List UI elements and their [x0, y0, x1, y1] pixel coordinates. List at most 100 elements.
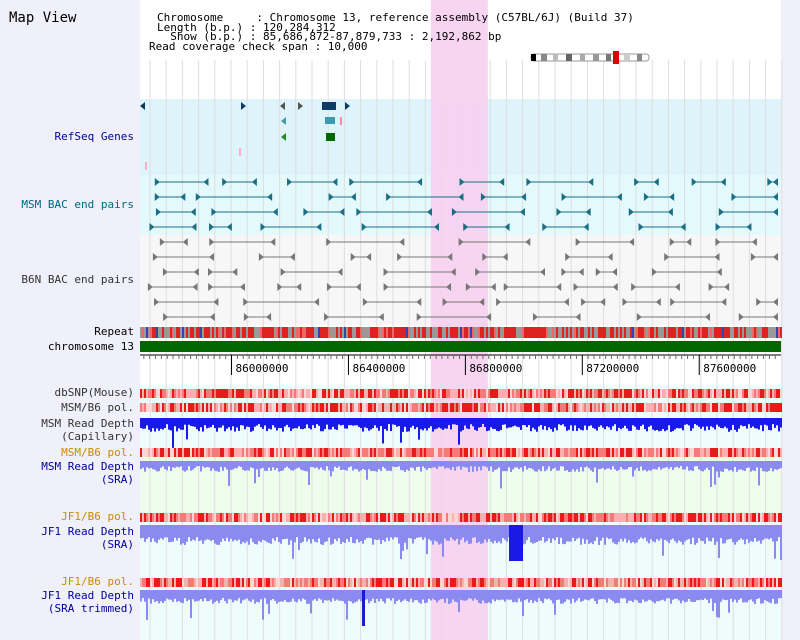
repeat-segment [640, 327, 642, 338]
jf1-b6-pol-heat-2 [576, 578, 578, 587]
repeat-segment [578, 327, 580, 338]
b6n-bac-pair-end [450, 268, 456, 276]
msm-b6-pol-heat [346, 403, 348, 412]
msm-capillary-depth [216, 418, 218, 432]
repeat-segment [776, 327, 778, 338]
msm-b6-pol-heat-2 [360, 448, 362, 457]
msm-b6-pol-heat-2 [690, 448, 692, 457]
jf1-sra-depth [334, 525, 336, 540]
label-sra-trimmed[interactable]: (SRA trimmed) [47, 602, 134, 615]
jf1-sra-depth [228, 525, 230, 542]
msm-b6-pol-heat-2 [594, 448, 596, 457]
msm-sra-depth [756, 461, 758, 468]
msm-b6-pol-heat-2 [644, 448, 646, 457]
msm-bac-pair-end [731, 193, 737, 201]
msm-b6-pol-heat-2 [402, 448, 404, 457]
jf1-b6-pol-heat-2 [392, 578, 394, 587]
msm-capillary-depth [166, 418, 168, 425]
msm-b6-pol-heat [410, 403, 412, 412]
jf1-trimmed-depth [496, 590, 498, 600]
msm-capillary-depth [572, 418, 574, 431]
refseq-gene-features[interactable] [140, 102, 350, 170]
repeat-segment [516, 327, 518, 338]
chromosome-ideogram[interactable] [530, 51, 650, 64]
msm-b6-pol-heat-2 [406, 448, 408, 457]
dbsnp-heat [444, 389, 446, 398]
label-jf1-b6-pol-2[interactable]: JF1/B6 pol. [61, 575, 134, 588]
label-msm-sra[interactable]: (SRA) [100, 473, 134, 486]
jf1-trimmed-depth [656, 590, 658, 602]
jf1-trimmed-depth [724, 590, 726, 601]
jf1-b6-pol-heat [268, 513, 270, 522]
label-msm-read-depth-sra[interactable]: MSM Read Depth [41, 460, 134, 473]
msm-b6-pol-heat-2 [316, 448, 318, 457]
jf1-b6-pol-heat [634, 513, 636, 522]
dbsnp-heat [754, 389, 756, 398]
jf1-b6-pol-heat [608, 513, 610, 522]
jf1-trimmed-depth [570, 590, 572, 604]
label-jf1-read-depth-sra[interactable]: JF1 Read Depth [41, 525, 134, 538]
repeat-segment [688, 327, 690, 338]
msm-b6-pol-heat-2 [460, 448, 462, 457]
msm-sra-depth [570, 461, 572, 472]
jf1-sra-depth [462, 525, 464, 538]
msm-b6-pol-heat [422, 403, 424, 412]
jf1-b6-pol-heat [676, 513, 678, 522]
chromosome-bar[interactable] [140, 341, 781, 352]
jf1-sra-depth [492, 525, 494, 544]
jf1-sra-depth [702, 525, 704, 542]
jf1-b6-pol-heat-2 [318, 578, 320, 587]
jf1-b6-pol-heat-2 [560, 578, 562, 587]
msm-b6-pol-heat-2 [210, 448, 212, 457]
jf1-b6-pol-heat-2 [480, 578, 482, 587]
jf1-b6-pol-heat-2 [512, 578, 514, 587]
msm-b6-pol-heat-2 [660, 448, 662, 457]
jf1-b6-pol-heat [584, 513, 586, 522]
jf1-b6-pol-heat-2 [648, 578, 650, 587]
msm-capillary-depth [286, 418, 288, 425]
jf1-trimmed-depth [220, 590, 222, 601]
jf1-b6-pol-heat-2 [500, 578, 502, 587]
jf1-b6-pol-heat [326, 513, 328, 522]
label-jf1-read-depth-trimmed[interactable]: JF1 Read Depth [41, 589, 134, 602]
b6n-bac-pair-end [270, 238, 276, 246]
msm-capillary-depth [204, 418, 206, 426]
dbsnp-heat [222, 389, 224, 398]
jf1-b6-pol-heat [370, 513, 372, 522]
msm-sra-depth [452, 461, 454, 468]
label-jf1-sra[interactable]: (SRA) [100, 538, 134, 551]
jf1-b6-pol-heat [578, 513, 580, 522]
dbsnp-heat [662, 389, 664, 398]
msm-capillary-depth [684, 418, 686, 425]
jf1-sra-depth [246, 525, 248, 542]
msm-b6-pol-heat-2 [590, 448, 592, 457]
b6n-bac-end-pairs[interactable] [147, 238, 778, 321]
msm-capillary-depth [202, 418, 204, 432]
msm-sra-depth [638, 461, 640, 471]
jf1-b6-pol-heat-2 [554, 578, 556, 587]
msm-sra-depth [478, 461, 480, 467]
b6n-bac-pair-end [147, 283, 153, 291]
msm-b6-pol-heat [272, 403, 274, 412]
label-jf1-b6-pol[interactable]: JF1/B6 pol. [61, 510, 134, 523]
jf1-trimmed-depth [164, 590, 166, 601]
label-b6n-bac[interactable]: B6N BAC end pairs [21, 273, 134, 286]
msm-bac-end-pairs[interactable] [149, 178, 778, 231]
jf1-sra-depth [678, 525, 680, 541]
jf1-b6-pol-heat-2 [498, 578, 500, 587]
msm-sra-depth [750, 461, 752, 472]
label-msm-b6-pol-2[interactable]: MSM/B6 pol. [61, 446, 134, 459]
msm-sra-depth [444, 461, 446, 469]
msm-sra-depth [240, 461, 242, 467]
msm-capillary-depth [640, 418, 642, 426]
jf1-sra-depth [362, 525, 364, 544]
jf1-b6-pol-heat [532, 513, 534, 522]
msm-capillary-depth [514, 418, 516, 426]
msm-sra-depth [320, 461, 322, 468]
jf1-sra-depth [386, 525, 388, 538]
jf1-trimmed-depth [560, 590, 562, 604]
msm-capillary-depth [486, 418, 488, 432]
label-refseq-genes[interactable]: RefSeq Genes [54, 130, 134, 143]
label-msm-bac[interactable]: MSM BAC end pairs [21, 198, 134, 211]
jf1-b6-pol-heat-2 [448, 578, 450, 587]
